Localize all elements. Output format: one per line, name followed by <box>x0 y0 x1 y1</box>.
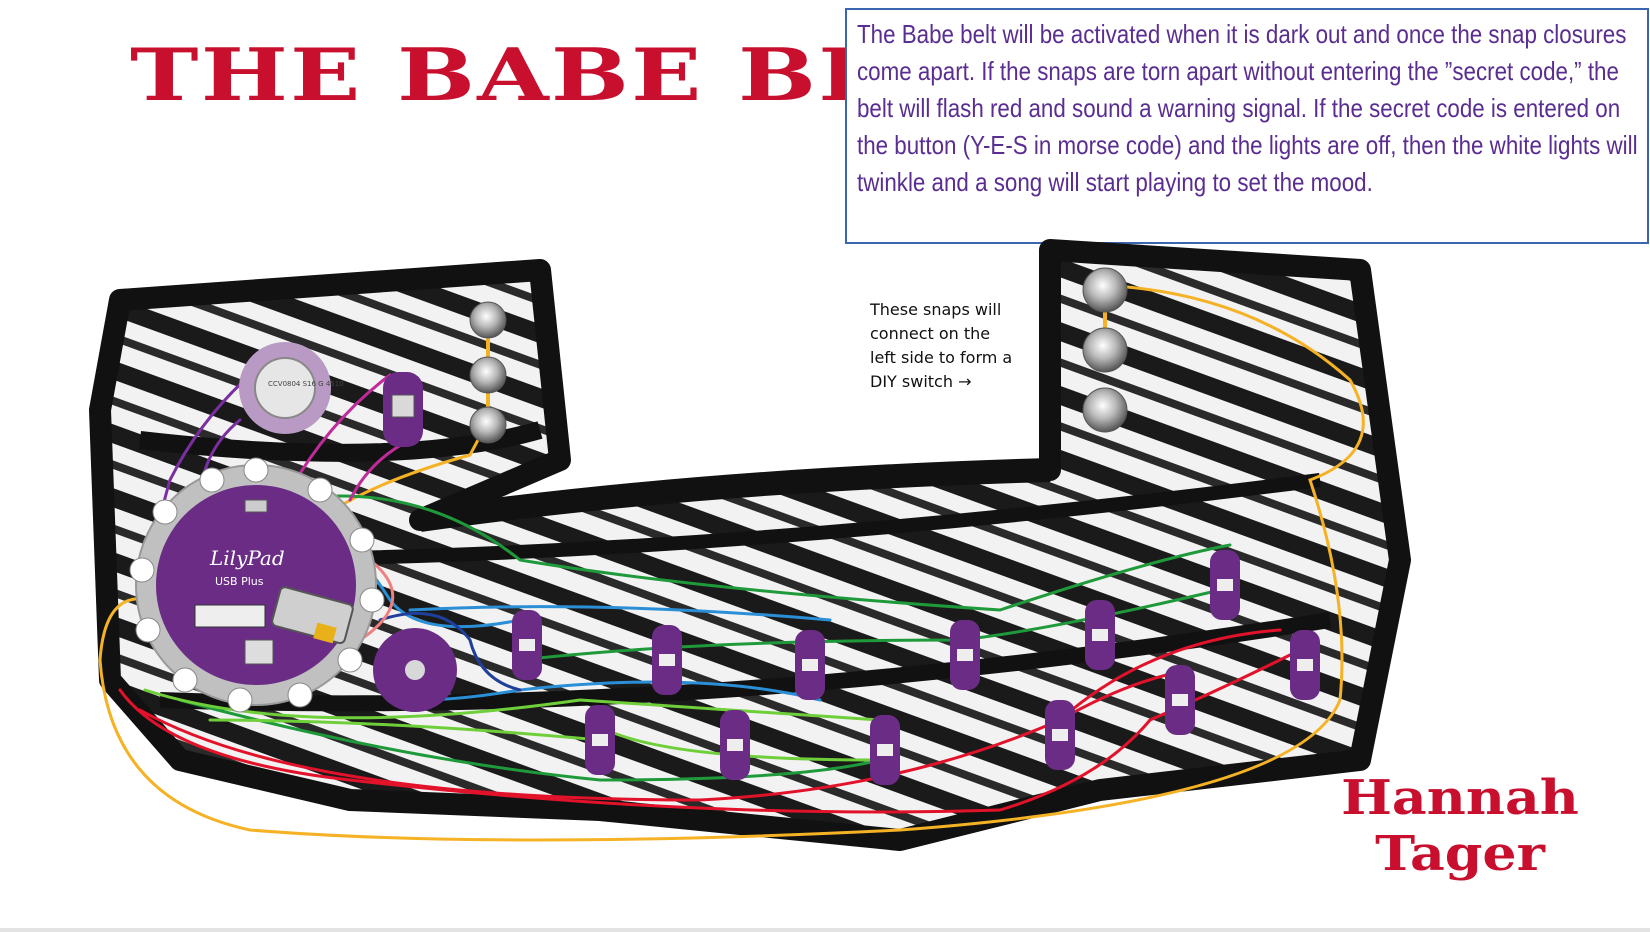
snap-note: These snaps will connect on the left sid… <box>870 300 1013 391</box>
led <box>512 610 542 680</box>
snaps-left <box>469 301 507 444</box>
board-brand: LilyPad <box>209 546 285 570</box>
author-last-name: Tager <box>1375 826 1545 882</box>
board-chip <box>194 604 266 628</box>
led <box>1210 550 1240 620</box>
buzzer: CCV0804 S16 G 4510 <box>239 342 344 434</box>
light-sensor <box>373 628 457 712</box>
led <box>652 625 682 695</box>
bottom-divider <box>0 928 1650 932</box>
leds <box>512 550 1320 785</box>
author-name: Hannah Tager <box>1314 770 1605 882</box>
led <box>1045 700 1075 770</box>
wires <box>98 283 1365 842</box>
board-connector <box>244 639 274 665</box>
description-text: The Babe belt will be activated when it … <box>857 19 1638 197</box>
led <box>870 715 900 785</box>
led <box>1290 630 1320 700</box>
author-first-name: Hannah <box>1341 770 1579 826</box>
battery <box>271 586 354 645</box>
navy-wire <box>378 611 522 692</box>
buzzer-label: CCV0804 S16 G 4510 <box>268 380 344 388</box>
led <box>720 710 750 780</box>
led <box>1165 665 1195 735</box>
led <box>1085 600 1115 670</box>
led <box>795 630 825 700</box>
snaps-right <box>1082 267 1128 433</box>
led <box>950 620 980 690</box>
push-button <box>383 372 423 447</box>
red-wire <box>118 628 1302 814</box>
usb-port <box>244 499 268 513</box>
led <box>585 705 615 775</box>
description-box: The Babe belt will be activated when it … <box>845 8 1649 244</box>
board-model: USB Plus <box>215 575 264 588</box>
